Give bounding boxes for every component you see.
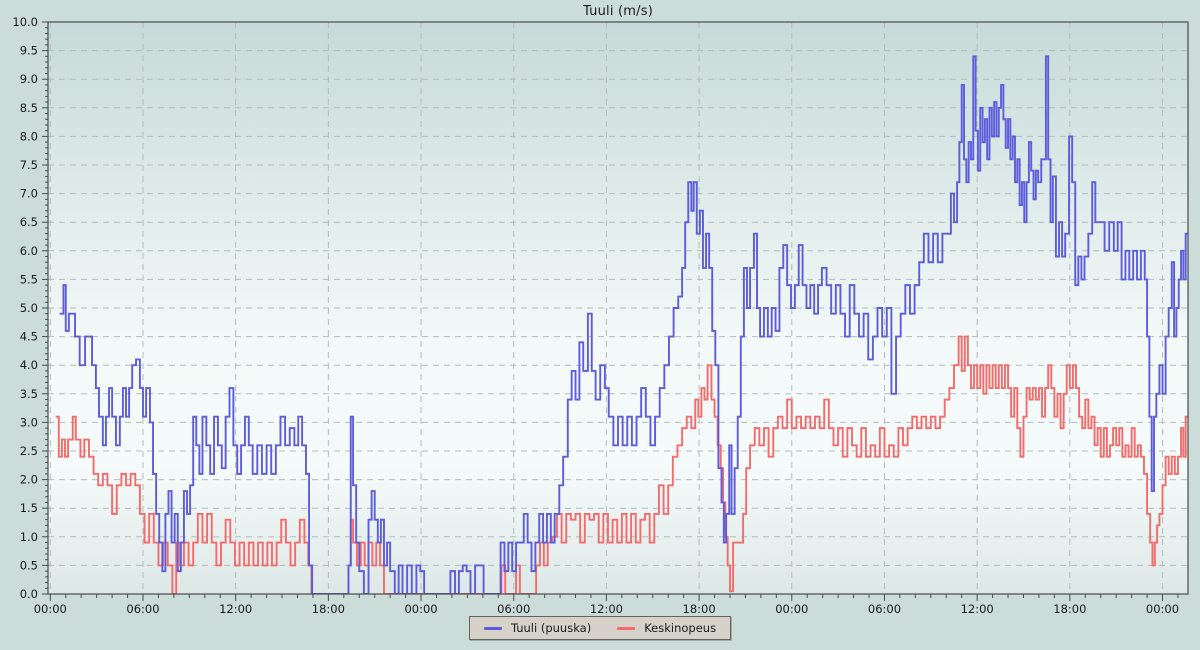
svg-text:3.0: 3.0 [20,415,38,429]
svg-text:8.5: 8.5 [20,101,38,115]
svg-text:00:00: 00:00 [404,602,437,616]
svg-text:2.5: 2.5 [20,444,38,458]
svg-text:0.0: 0.0 [20,587,38,601]
svg-text:0.5: 0.5 [20,558,38,572]
svg-text:18:00: 18:00 [1053,602,1086,616]
svg-text:12:00: 12:00 [961,602,994,616]
svg-text:00:00: 00:00 [34,602,67,616]
svg-text:3.5: 3.5 [20,387,38,401]
svg-text:06:00: 06:00 [126,602,159,616]
svg-text:8.0: 8.0 [20,129,38,143]
svg-text:06:00: 06:00 [868,602,901,616]
svg-text:9.0: 9.0 [20,72,38,86]
svg-text:00:00: 00:00 [1146,602,1179,616]
svg-text:5.5: 5.5 [20,272,38,286]
svg-text:5.0: 5.0 [20,301,38,315]
svg-text:1.5: 1.5 [20,501,38,515]
svg-text:2.0: 2.0 [20,473,38,487]
svg-text:7.0: 7.0 [20,187,38,201]
svg-text:18:00: 18:00 [683,602,716,616]
svg-text:9.5: 9.5 [20,44,38,58]
svg-text:7.5: 7.5 [20,158,38,172]
svg-text:12:00: 12:00 [590,602,623,616]
svg-text:12:00: 12:00 [219,602,252,616]
svg-text:10.0: 10.0 [12,15,38,29]
svg-text:06:00: 06:00 [497,602,530,616]
svg-text:1.0: 1.0 [20,530,38,544]
chart-title: Tuuli (m/s) [583,4,653,19]
svg-text:4.5: 4.5 [20,330,38,344]
svg-text:4.0: 4.0 [20,358,38,372]
svg-text:00:00: 00:00 [775,602,808,616]
svg-text:18:00: 18:00 [312,602,345,616]
svg-text:6.0: 6.0 [20,244,38,258]
svg-text:6.5: 6.5 [20,215,38,229]
